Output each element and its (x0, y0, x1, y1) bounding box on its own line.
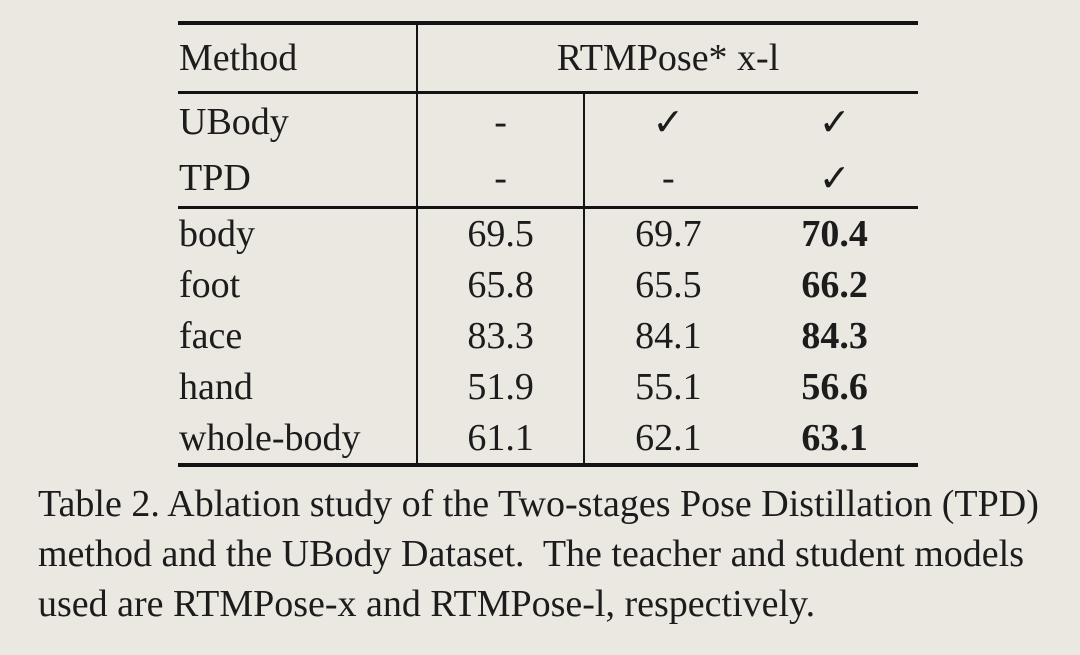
table-row-hand: hand 51.9 55.1 56.6 (178, 361, 918, 413)
table-bottom-rule (178, 463, 918, 467)
cell-value-best: 84.3 (801, 314, 868, 357)
cell-value: 65.8 (418, 259, 586, 311)
row-label: foot (178, 259, 418, 311)
ablation-table: Method RTMPose* x-l UBody - ✓ ✓ TPD - - … (178, 21, 918, 467)
cell-value: 65.5 (635, 264, 702, 307)
checkmark-icon: ✓ (652, 101, 685, 144)
caption-line-3: used are RTMPose-x and RTMPose-l, respec… (38, 583, 816, 625)
cell-value: 84.1 (635, 314, 702, 357)
config-block: UBody - ✓ ✓ TPD - - ✓ (178, 94, 918, 206)
row-label: face (178, 310, 418, 362)
table-caption: Table 2. Ablation study of the Two-stage… (38, 479, 1039, 629)
data-block: body 69.5 69.7 70.4 foot 65.8 65.5 66.2 … (178, 209, 918, 463)
cell-value: 62.1 (635, 416, 702, 459)
row-label: TPD (178, 150, 418, 206)
table-top-rule (178, 21, 918, 25)
cell-value: 83.3 (418, 310, 586, 362)
caption-line-1: Table 2. Ablation study of the Two-stage… (38, 483, 1039, 525)
config-cell: - (662, 157, 675, 199)
cell-value: 55.1 (635, 365, 702, 408)
checkmark-icon: ✓ (818, 101, 851, 144)
table-mid-rule-1 (178, 91, 918, 94)
table-row-whole-body: whole-body 61.1 62.1 63.1 (178, 412, 918, 463)
header-model-cell: RTMPose* x-l (556, 37, 780, 79)
cell-value: 61.1 (418, 412, 586, 463)
cell-value-best: 66.2 (801, 264, 868, 307)
row-label: hand (178, 361, 418, 413)
table-header-row: Method RTMPose* x-l (178, 25, 918, 91)
table-row-body: body 69.5 69.7 70.4 (178, 209, 918, 260)
cell-value: 69.7 (635, 213, 702, 256)
config-cell: - (418, 150, 586, 206)
table-row-tpd: TPD - - ✓ (178, 150, 918, 206)
table-row-foot: foot 65.8 65.5 66.2 (178, 259, 918, 311)
header-method-cell: Method (178, 25, 418, 91)
table-row-face: face 83.3 84.1 84.3 (178, 310, 918, 362)
config-cell: - (418, 94, 586, 150)
row-label: whole-body (178, 412, 418, 463)
caption-line-2: method and the UBody Dataset. The teache… (38, 533, 1024, 575)
cell-value: 51.9 (418, 361, 586, 413)
cell-value-best: 63.1 (801, 416, 868, 459)
table-row-ubody: UBody - ✓ ✓ (178, 94, 918, 150)
table-mid-rule-2 (178, 206, 918, 209)
cell-value: 69.5 (418, 209, 586, 260)
cell-value-best: 70.4 (801, 213, 868, 256)
row-label: UBody (178, 94, 418, 150)
cell-value-best: 56.6 (801, 365, 868, 408)
row-label: body (178, 209, 418, 260)
checkmark-icon: ✓ (818, 157, 851, 200)
